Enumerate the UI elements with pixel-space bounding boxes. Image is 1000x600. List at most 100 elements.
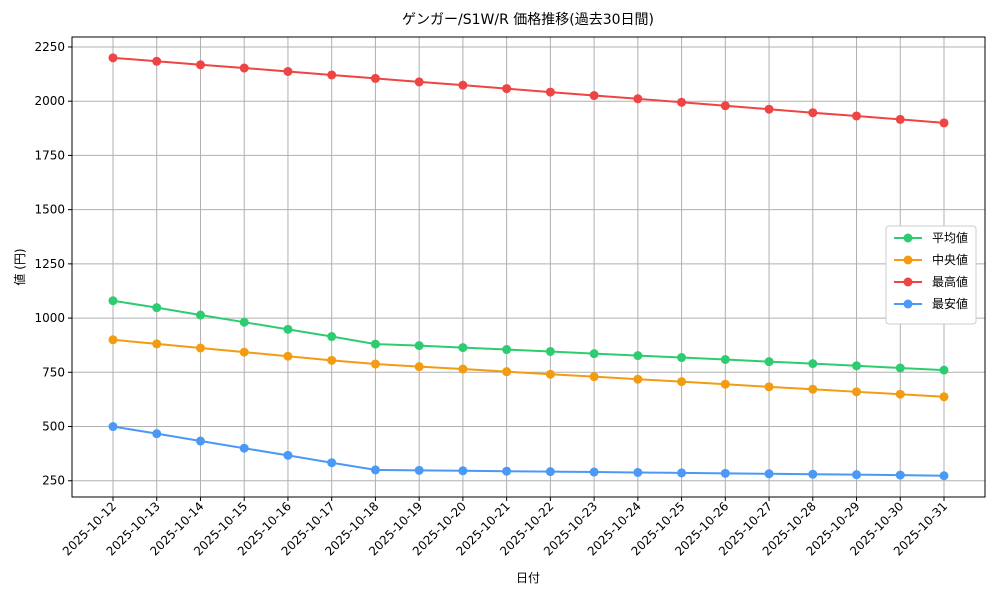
point — [327, 355, 337, 365]
point — [852, 470, 862, 480]
x-axis-label: 日付 — [516, 571, 540, 585]
point — [633, 467, 643, 477]
y-tick-label: 2250 — [34, 40, 65, 54]
legend-marker — [903, 233, 913, 243]
point — [764, 357, 774, 367]
point — [414, 465, 424, 475]
point — [239, 317, 249, 327]
point — [283, 450, 293, 460]
legend-label: 中央値 — [932, 252, 968, 267]
point — [852, 387, 862, 397]
point — [502, 84, 512, 94]
point — [677, 468, 687, 478]
point — [808, 108, 818, 118]
point — [764, 104, 774, 114]
point — [327, 332, 337, 342]
point — [414, 362, 424, 372]
point — [720, 468, 730, 478]
legend-label: 最高値 — [932, 274, 968, 289]
point — [633, 374, 643, 384]
series-line — [112, 338, 945, 398]
legend-marker — [903, 255, 913, 265]
legend-label: 平均値 — [932, 230, 968, 245]
point — [458, 364, 468, 374]
point — [239, 347, 249, 357]
plot-frame — [71, 36, 986, 498]
point — [677, 353, 687, 363]
point — [239, 443, 249, 453]
point — [283, 351, 293, 361]
point — [458, 466, 468, 476]
point — [764, 382, 774, 392]
y-tick-label: 1000 — [34, 311, 65, 325]
point — [895, 363, 905, 373]
point — [895, 389, 905, 399]
point — [677, 97, 687, 107]
point — [370, 73, 380, 83]
legend-marker — [903, 277, 913, 287]
point — [852, 361, 862, 371]
point — [195, 310, 205, 320]
legend-marker — [903, 299, 913, 309]
y-tick-label: 500 — [42, 420, 65, 434]
point — [545, 346, 555, 356]
point — [108, 53, 118, 63]
point — [589, 349, 599, 359]
point — [195, 60, 205, 70]
series-line — [112, 56, 945, 124]
y-tick-label: 1750 — [34, 148, 65, 162]
y-tick-label: 250 — [42, 474, 65, 488]
point — [852, 111, 862, 121]
point — [327, 70, 337, 80]
point — [283, 66, 293, 76]
point — [414, 341, 424, 351]
point — [370, 339, 380, 349]
point — [589, 372, 599, 382]
chart-title: ゲンガー/S1W/R 価格推移(過去30日間) — [402, 12, 654, 28]
point — [152, 339, 162, 349]
point — [545, 369, 555, 379]
point — [633, 351, 643, 361]
point — [152, 303, 162, 313]
point — [764, 469, 774, 479]
point — [677, 377, 687, 387]
point — [502, 466, 512, 476]
point — [939, 471, 949, 481]
point — [458, 343, 468, 353]
series-line — [112, 425, 945, 477]
point — [327, 458, 337, 468]
point — [195, 436, 205, 446]
point — [370, 465, 380, 475]
point — [589, 467, 599, 477]
point — [895, 470, 905, 480]
point — [152, 429, 162, 439]
y-tick-label: 1500 — [34, 203, 65, 217]
point — [195, 343, 205, 353]
point — [720, 354, 730, 364]
point — [939, 118, 949, 128]
legend-box — [885, 225, 977, 325]
y-tick-label: 2000 — [34, 94, 65, 108]
point — [502, 345, 512, 355]
y-tick-label: 1250 — [34, 257, 65, 271]
point — [458, 80, 468, 90]
point — [808, 359, 818, 369]
point — [239, 63, 249, 73]
point — [939, 392, 949, 402]
point — [720, 101, 730, 111]
point — [939, 365, 949, 375]
point — [808, 384, 818, 394]
point — [108, 422, 118, 432]
point — [633, 94, 643, 104]
point — [808, 469, 818, 479]
point — [589, 91, 599, 101]
series-line — [112, 299, 945, 372]
point — [108, 335, 118, 345]
legend-label: 最安値 — [932, 296, 968, 311]
point — [502, 367, 512, 377]
point — [545, 467, 555, 477]
y-axis-label: 値 (円) — [12, 248, 27, 285]
y-tick-label: 750 — [42, 365, 65, 379]
point — [108, 296, 118, 306]
